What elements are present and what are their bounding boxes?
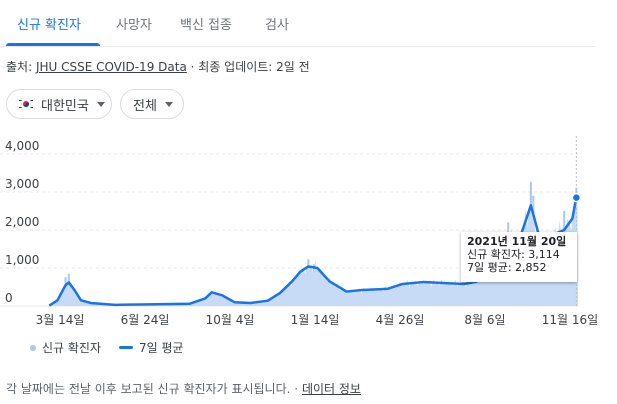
tooltip-average: 7일 평균: 2,852 [467, 261, 547, 274]
active-tab-indicator [6, 43, 100, 46]
footer-text: 각 날짜에는 전날 이후 보고된 신규 확진자가 표시됩니다. [6, 382, 291, 396]
chart-legend: 신규 확진자 7일 평균 [30, 339, 184, 356]
period-dropdown[interactable]: 전체 [120, 89, 184, 119]
legend-average: 7일 평균 [139, 341, 184, 355]
data-info-link[interactable]: 데이터 정보 [301, 382, 361, 396]
region-dropdown[interactable]: 대한민국 [6, 89, 112, 119]
y-tick-label: 3,000 [5, 177, 39, 191]
tab-vaccinations[interactable]: 백신 접종 [180, 18, 232, 33]
x-tick-label: 6월 24일 [121, 313, 170, 327]
x-tick-label: 10월 4일 [206, 313, 255, 327]
x-tick-label: 8월 6일 [464, 313, 505, 327]
x-tick-label: 3월 14일 [36, 313, 85, 327]
tooltip-date: 2021년 11월 20일 [467, 235, 567, 248]
tab-new-cases[interactable]: 신규 확진자 [17, 18, 81, 33]
source-link[interactable]: JHU CSSE COVID-19 Data [35, 60, 187, 74]
footer-separator: · [294, 382, 299, 396]
bar-legend-marker [30, 344, 36, 351]
hover-point [571, 192, 582, 203]
footer-note: 각 날짜에는 전날 이후 보고된 신규 확진자가 표시됩니다. · 데이터 정보 [6, 380, 361, 397]
tab-bar: 신규 확진자 사망자 백신 접종 검사 [0, 0, 595, 47]
period-value: 전체 [133, 98, 157, 114]
x-tick-label: 11월 16일 [542, 313, 598, 327]
korea-flag-icon [17, 98, 35, 110]
legend-new-cases: 신규 확진자 [42, 341, 102, 355]
region-value: 대한민국 [41, 98, 89, 114]
tab-deaths[interactable]: 사망자 [116, 18, 152, 33]
line-legend-marker [119, 346, 134, 349]
daily-cases-area [49, 193, 579, 306]
chevron-down-icon [164, 101, 173, 107]
y-tick-label: 0 [5, 291, 13, 305]
chevron-down-icon [96, 101, 105, 107]
source-line: 출처: JHU CSSE COVID-19 Data · 최종 업데이트: 2일… [6, 58, 310, 75]
source-prefix: 출처: [6, 60, 33, 74]
y-tick-label: 2,000 [5, 215, 39, 229]
tab-tests[interactable]: 검사 [265, 18, 289, 33]
y-tick-label: 4,000 [5, 139, 39, 153]
source-update: · 최종 업데이트: 2일 전 [190, 60, 310, 74]
chart-tooltip: 2021년 11월 20일 신규 확진자: 3,114 7일 평균: 2,852 [461, 232, 577, 282]
seven-day-average-line [48, 197, 578, 307]
y-tick-label: 1,000 [5, 253, 39, 267]
x-axis-ticks: 3월 14일 6월 24일 10월 4일 1월 14일 4월 26일 8월 6일 11월 1… [36, 313, 599, 327]
x-tick-label: 4월 26일 [376, 313, 425, 327]
x-tick-label: 1월 14일 [291, 313, 340, 327]
y-axis-ticks: 0 1,000 2,000 3,000 4,000 [5, 139, 39, 305]
tooltip-new-cases: 신규 확진자: 3,114 [467, 248, 560, 261]
